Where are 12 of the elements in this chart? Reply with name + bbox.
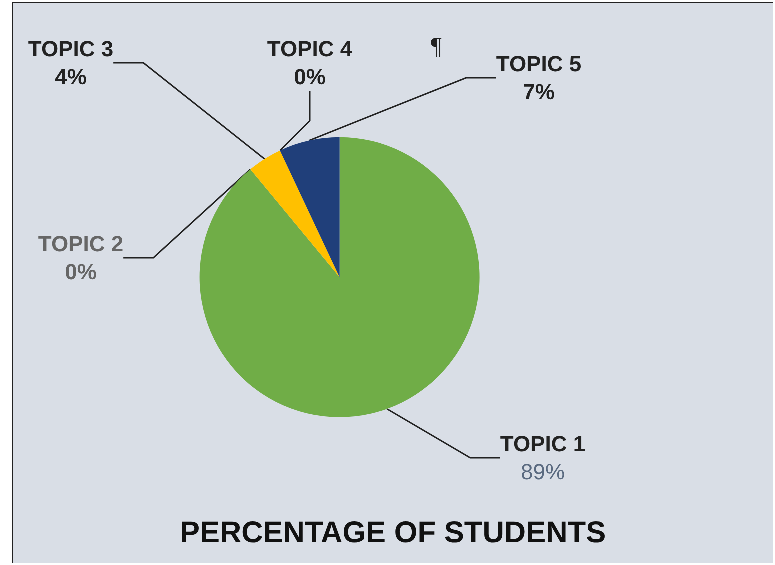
data-label: 7% [523, 80, 555, 104]
slice-label: TOPIC 3 [28, 36, 114, 62]
text: 0% [294, 64, 326, 90]
category-label: TOPIC 4 [267, 36, 353, 62]
data-label: 89% [520, 460, 566, 484]
data-label: 4% [55, 64, 87, 90]
text: ¶ [431, 34, 442, 60]
slice-label: TOPIC 1 [500, 432, 586, 456]
text: 0% [65, 260, 97, 284]
text: PERCENTAGE OF STUDENTS [180, 516, 606, 550]
slice-label: TOPIC 5 [496, 52, 582, 76]
category-label: TOPIC 2 [38, 232, 124, 256]
